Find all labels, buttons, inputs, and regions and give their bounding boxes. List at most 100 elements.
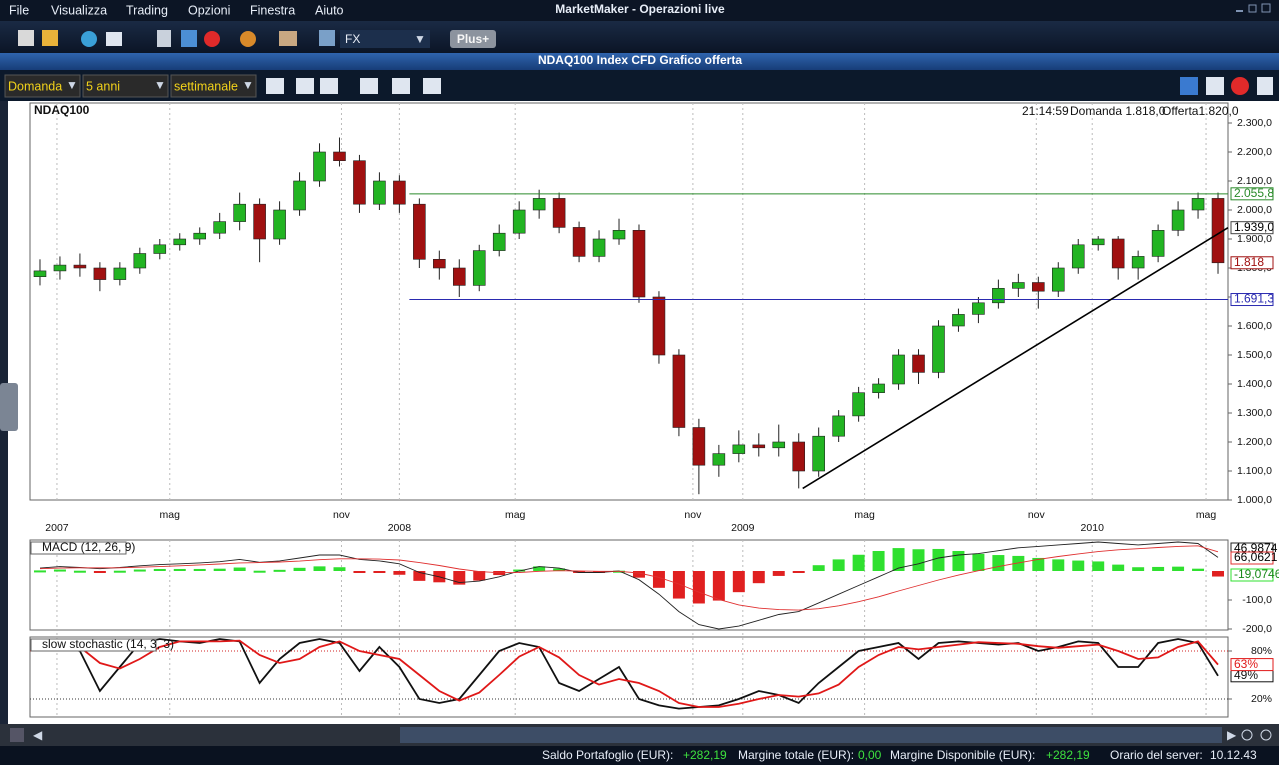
status-value: 10.12.43 [1210, 748, 1257, 762]
histogram-bar [712, 571, 725, 601]
x-tick-label: mag [854, 509, 875, 521]
y-tick-label: 1.600,0 [1237, 320, 1272, 332]
candle-body [33, 270, 47, 277]
year-label: 2009 [731, 522, 755, 534]
candle-body [652, 296, 666, 356]
histogram-bar [533, 566, 546, 571]
window-controls[interactable] [1236, 3, 1271, 13]
candle-body [632, 230, 646, 298]
candle-body [1151, 230, 1165, 257]
menu-item[interactable]: Opzioni [188, 3, 230, 17]
interval-select[interactable] [170, 74, 257, 98]
candle-body [433, 258, 446, 269]
svg-text:◀: ◀ [33, 728, 43, 742]
price-tag-text: 2.055,8 [1234, 186, 1274, 200]
candle-body [1191, 198, 1205, 211]
histogram-bar [373, 571, 386, 573]
candle-body [1032, 282, 1045, 292]
candle-body [972, 302, 985, 315]
histogram-bar [273, 569, 286, 572]
histogram-bar [93, 571, 106, 573]
scrollbar-thumb[interactable] [400, 727, 1222, 743]
title-bar [0, 0, 1279, 21]
histogram-bar [852, 554, 865, 571]
price-side-select-text[interactable]: Domanda [8, 79, 62, 93]
menu-item[interactable]: Aiuto [315, 3, 344, 17]
candle-body [1171, 209, 1185, 231]
y-tick-label: 1.400,0 [1237, 378, 1272, 390]
candle-body [53, 264, 67, 272]
candle-body [572, 227, 586, 257]
histogram-bar [393, 571, 406, 575]
indicator-line [39, 541, 1219, 630]
y-tick-label: 1.200,0 [1237, 436, 1272, 448]
menu-item[interactable]: Finestra [250, 3, 295, 17]
x-tick-label: mag [1196, 509, 1217, 521]
candle-body [472, 250, 486, 286]
histogram-bar [553, 568, 566, 571]
svg-text:▼: ▼ [66, 78, 78, 92]
chart-tool-icons[interactable] [266, 77, 1273, 95]
histogram-bar [912, 549, 925, 571]
candle-body [552, 198, 566, 228]
plus-button[interactable] [450, 30, 496, 48]
side-panel-handle[interactable] [0, 383, 18, 431]
candle-body [1051, 267, 1065, 292]
period-select-text[interactable]: 5 anni [86, 79, 120, 93]
candle-body [1131, 256, 1145, 269]
scroll-buttons[interactable]: ◀ ▶ [10, 728, 1272, 742]
stoch-plot-frame [29, 636, 1229, 718]
histogram-bar [153, 568, 166, 571]
histogram-bar [53, 569, 66, 572]
period-select[interactable] [82, 74, 169, 98]
year-label: 2008 [388, 522, 412, 534]
histogram-bar [952, 550, 965, 571]
candle-body [233, 203, 246, 222]
toolbar-icons[interactable] [18, 30, 335, 47]
candle-body [892, 354, 905, 385]
histogram-bar [1072, 560, 1085, 571]
candle-body [692, 427, 706, 466]
price-tag-text: 1.818 [1234, 255, 1264, 269]
candle-body [772, 441, 786, 449]
histogram-bar [872, 550, 885, 571]
status-value: 0,00 [858, 748, 882, 762]
candle-body [932, 325, 945, 373]
price-tag [1230, 187, 1274, 201]
chart-window-title: NDAQ100 Index CFD Grafico offerta [538, 53, 742, 67]
menu-item[interactable]: File [9, 3, 29, 17]
histogram-bar [812, 565, 825, 571]
candle-body [592, 238, 606, 257]
candle-body [133, 253, 147, 269]
quote-time: 21:14:59 [1022, 104, 1069, 118]
y-tick-label: 2.000,0 [1237, 204, 1272, 216]
app-title: MarketMaker - Operazioni live [555, 2, 725, 16]
quote-ask: Offerta1.820,0 [1162, 104, 1239, 118]
menu-item[interactable]: Visualizza [51, 3, 107, 17]
histogram-bar [1192, 568, 1205, 571]
status-bar [0, 746, 1279, 765]
dropdown-chevron[interactable]: ▼ [414, 32, 426, 46]
candle-body [532, 198, 546, 211]
menu-item[interactable]: Trading [126, 3, 168, 17]
trend-line [802, 227, 1229, 490]
price-side-select[interactable] [4, 74, 81, 98]
histogram-bar [313, 566, 326, 571]
interval-select-text[interactable]: settimanale [174, 79, 238, 93]
histogram-bar [33, 570, 46, 573]
plus-button-text[interactable]: Plus+ [457, 32, 489, 46]
candle-body [413, 203, 426, 260]
instrument-select-text[interactable]: FX [345, 32, 360, 46]
histogram-bar [473, 571, 486, 581]
histogram-bar [353, 571, 366, 573]
dropdown-chevrons[interactable]: ▼ ▼ ▼ [66, 78, 254, 92]
candle-body [373, 180, 386, 205]
histogram-bar [453, 571, 466, 585]
histogram-bar [1212, 571, 1225, 577]
histogram-bar [992, 555, 1005, 571]
histogram-bar [233, 567, 246, 571]
y-tick-label: 1.500,0 [1237, 349, 1272, 361]
candle-body [93, 267, 107, 280]
instrument-select[interactable] [340, 30, 430, 48]
candle-body [612, 230, 626, 240]
